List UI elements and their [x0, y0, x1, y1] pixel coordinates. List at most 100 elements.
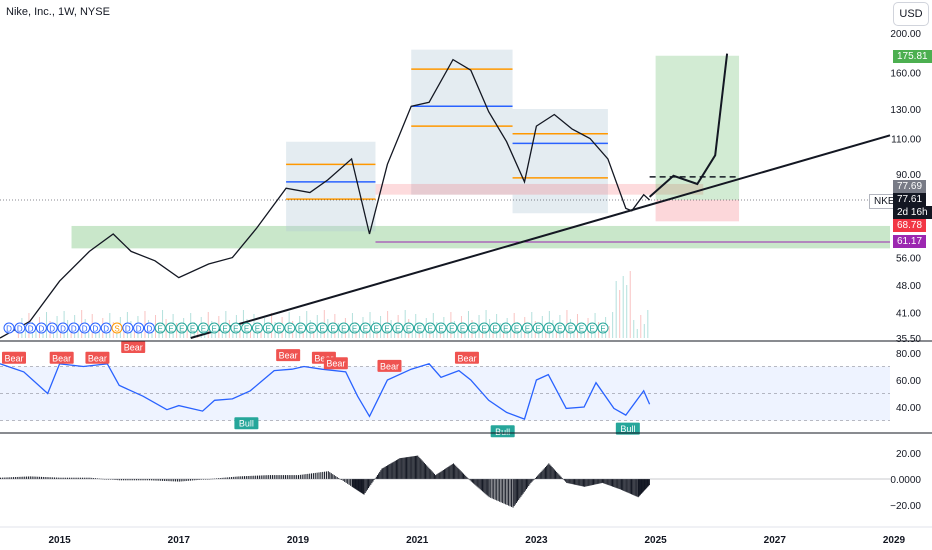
macd-bar — [598, 479, 600, 484]
trendline — [190, 134, 891, 339]
macd-bar — [305, 474, 307, 479]
macd-bar — [544, 467, 546, 479]
event-mark-label: E — [428, 325, 433, 334]
macd-bar — [392, 462, 394, 479]
macd-bar — [80, 477, 82, 479]
macd-bar — [350, 479, 352, 486]
macd-bar — [338, 478, 340, 479]
macd-bar — [549, 464, 551, 479]
macd-bar — [124, 479, 126, 481]
macd-bar — [360, 479, 362, 493]
event-mark — [68, 322, 80, 334]
macd-bar — [480, 479, 482, 491]
macd-bar — [365, 479, 367, 492]
macd-bar — [416, 455, 418, 479]
event-mark-label: D — [39, 325, 45, 334]
event-mark — [586, 322, 598, 334]
macd-bar — [320, 472, 322, 479]
volume-bar — [176, 323, 178, 338]
macd-bar — [465, 475, 467, 479]
macd-bar — [356, 479, 358, 491]
macd-bar — [460, 471, 462, 479]
volume-bar — [249, 328, 251, 338]
macd-bar — [301, 474, 303, 479]
volume-bar — [499, 323, 501, 338]
macd-bar — [538, 474, 540, 479]
macd-bar — [567, 479, 569, 484]
macd-bar — [479, 479, 481, 490]
macd-bar — [307, 473, 309, 479]
macd-bar — [42, 476, 44, 479]
event-mark-label: E — [298, 325, 303, 334]
macd-bar — [182, 479, 184, 482]
macd-bar — [552, 468, 554, 479]
macd-bar — [145, 479, 147, 481]
macd-bar — [626, 479, 628, 493]
event-mark — [262, 322, 274, 334]
macd-bar — [414, 455, 416, 479]
event-mark — [143, 322, 155, 334]
event-mark — [435, 322, 447, 334]
macd-bar — [449, 465, 451, 479]
event-mark — [89, 322, 101, 334]
macd-bar — [106, 479, 108, 480]
volume-bar — [337, 323, 339, 338]
event-mark-label: E — [341, 325, 346, 334]
macd-bar — [275, 475, 277, 479]
macd-bar — [466, 477, 468, 479]
macd-bar — [448, 466, 450, 479]
macd-bar — [500, 479, 502, 503]
resistance-zone — [375, 183, 704, 195]
macd-bar — [344, 479, 346, 482]
currency-button[interactable]: USD — [893, 2, 929, 26]
macd-bar — [104, 479, 106, 480]
macd-bar — [370, 479, 372, 485]
macd-bar — [645, 479, 647, 489]
macd-bar — [298, 475, 299, 479]
event-mark-label: D — [49, 325, 55, 334]
macd-bar — [537, 475, 539, 479]
macd-bar — [493, 479, 495, 500]
stop-zone — [655, 199, 740, 222]
event-mark — [521, 322, 533, 334]
macd-bar — [515, 479, 517, 503]
event-mark-label: D — [17, 325, 23, 334]
macd-bar — [359, 479, 361, 492]
macd-bar — [534, 478, 536, 479]
volume-bar — [555, 329, 557, 338]
price-axis-tick: 130.00 — [890, 105, 921, 116]
event-mark — [565, 322, 577, 334]
macd-bar — [353, 479, 355, 489]
macd-bar — [539, 473, 541, 479]
event-mark-label: E — [449, 325, 454, 334]
macd-bar — [568, 479, 570, 484]
macd-bar — [514, 479, 516, 505]
event-mark — [478, 322, 490, 334]
macd-bar — [529, 479, 531, 485]
macd-bar — [230, 477, 232, 479]
event-mark — [79, 322, 91, 334]
macd-bar — [74, 477, 76, 479]
volume-bar — [608, 326, 610, 338]
macd-bar — [471, 479, 473, 483]
macd-bar — [547, 464, 549, 479]
macd-bar — [37, 476, 39, 479]
volume-bar — [197, 331, 199, 338]
event-mark — [316, 322, 328, 334]
macd-bar — [616, 479, 618, 489]
macd-bar — [439, 472, 441, 479]
macd-bar — [20, 476, 22, 479]
event-mark-label: D — [125, 325, 131, 334]
macd-bar — [631, 479, 633, 495]
bull-tag-label: Bull — [495, 427, 510, 437]
macd-bar — [648, 479, 650, 486]
event-mark-label: D — [60, 325, 66, 334]
event-mark-label: E — [244, 325, 249, 334]
macd-bar — [33, 476, 35, 479]
macd-bar — [50, 477, 52, 479]
event-mark-label: D — [136, 325, 142, 334]
macd-bar — [632, 479, 634, 495]
bear-tag-label: Bear — [457, 353, 476, 363]
event-mark — [122, 322, 134, 334]
